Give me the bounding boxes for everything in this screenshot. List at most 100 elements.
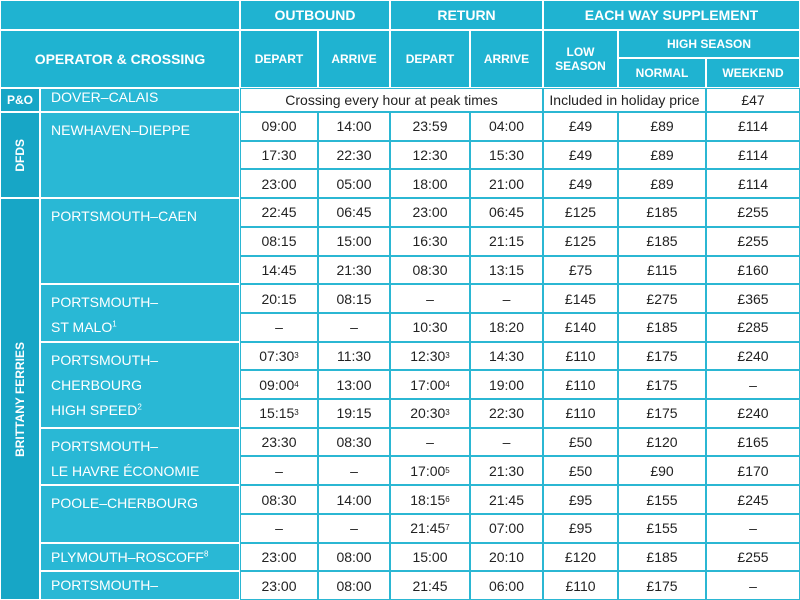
header-text: ARRIVE bbox=[483, 52, 530, 66]
route-line: PORTSMOUTH– bbox=[51, 348, 158, 373]
data-cell: £50 bbox=[543, 456, 618, 486]
data-cell: 08:30 bbox=[240, 485, 318, 514]
data-cell: £285 bbox=[706, 312, 800, 342]
cell-text: £114 bbox=[737, 147, 769, 164]
data-cell: 21:15 bbox=[470, 226, 543, 256]
route-name: HIGH SPEED bbox=[51, 401, 138, 418]
data-cell: £49 bbox=[543, 169, 618, 199]
data-cell: £140 bbox=[543, 312, 618, 342]
cell-text: 22:45 bbox=[261, 204, 297, 221]
data-cell: £175 bbox=[618, 341, 706, 371]
cell-text: £110 bbox=[565, 347, 596, 364]
data-cell: 09:00 4 bbox=[240, 370, 318, 400]
cell-text: 10:30 bbox=[412, 319, 448, 336]
cell-text: 18:20 bbox=[488, 319, 525, 336]
operator-name: DFDS bbox=[13, 138, 27, 172]
route-line: POOLE–CHERBOURG bbox=[51, 491, 198, 516]
data-cell: £89 bbox=[618, 140, 706, 170]
data-cell: £255 bbox=[706, 226, 800, 256]
cell-text: 20:30 bbox=[410, 405, 446, 422]
cell-text: – bbox=[426, 434, 434, 451]
data-cell: 05:00 bbox=[318, 169, 390, 199]
cell-text: 23:00 bbox=[261, 548, 297, 565]
data-cell: £95 bbox=[543, 485, 618, 514]
route-name: PORTSMOUTH–CHERBOURG bbox=[51, 577, 159, 594]
data-cell: £245 bbox=[706, 485, 800, 514]
data-cell: £255 bbox=[706, 198, 800, 227]
route-line: PLYMOUTH–ROSCOFF8 bbox=[51, 545, 208, 570]
route-line: ST MALO1 bbox=[51, 315, 117, 340]
data-cell: 22:30 bbox=[470, 399, 543, 428]
data-cell: 08:30 bbox=[390, 255, 470, 285]
cell-text: 19:00 bbox=[488, 376, 525, 393]
data-cell: £120 bbox=[543, 542, 618, 572]
data-cell: 22:30 bbox=[318, 140, 390, 170]
cell-text: Crossing every hour at peak times bbox=[285, 92, 498, 108]
data-cell: 14:45 bbox=[240, 255, 318, 285]
data-cell: £110 bbox=[543, 341, 618, 371]
data-cell: £125 bbox=[543, 226, 618, 256]
data-cell: £155 bbox=[618, 485, 706, 514]
route-name: POOLE–CHERBOURG bbox=[51, 495, 199, 512]
data-cell: 18:00 bbox=[390, 169, 470, 199]
cell-text: £155 bbox=[646, 520, 678, 537]
data-cell: – bbox=[706, 513, 800, 543]
data-cell: 20:15 bbox=[240, 284, 318, 313]
cell-text: £95 bbox=[568, 520, 593, 537]
cell-text: 08:00 bbox=[336, 548, 372, 565]
data-cell: £185 bbox=[618, 226, 706, 256]
cell-text: 22:30 bbox=[336, 147, 372, 164]
data-cell: 14:00 bbox=[318, 112, 390, 141]
data-cell: 14:30 bbox=[470, 341, 543, 371]
data-cell: £90 bbox=[618, 456, 706, 486]
cell-text: 15:00 bbox=[336, 233, 372, 250]
cell-text: 23:30 bbox=[261, 434, 297, 451]
route-line: CHERBOURG bbox=[51, 373, 142, 398]
cell-text: – bbox=[749, 376, 757, 393]
cell-text: 17:00 bbox=[410, 376, 446, 393]
data-cell: – bbox=[240, 312, 318, 342]
data-cell: 13:15 bbox=[470, 255, 543, 285]
header-text: DEPART bbox=[405, 52, 455, 66]
header-cell: OPERATOR & CROSSING bbox=[0, 30, 240, 88]
header-cell: HIGH SEASON bbox=[618, 30, 800, 58]
data-cell: £75 bbox=[543, 255, 618, 285]
cell-text: – bbox=[502, 434, 511, 451]
route-cell: PORTSMOUTH– ST MALO1 bbox=[40, 284, 240, 342]
route-name: ST MALO bbox=[51, 319, 113, 336]
data-cell: £110 bbox=[543, 399, 618, 428]
cell-text: 08:30 bbox=[261, 491, 297, 508]
data-cell: £175 bbox=[618, 399, 706, 428]
cell-text: 18:15 bbox=[410, 491, 446, 508]
cell-text: 23:59 bbox=[412, 118, 448, 135]
cell-text: 13:00 bbox=[336, 376, 372, 393]
route-cell: NEWHAVEN–DIEPPE bbox=[40, 112, 240, 199]
data-cell: 12:30 bbox=[390, 140, 470, 170]
cell-text: £255 bbox=[737, 204, 769, 221]
cell-text: 21:30 bbox=[336, 261, 372, 278]
data-cell: 07:30 3 bbox=[240, 341, 318, 371]
data-cell: 08:00 bbox=[318, 542, 390, 572]
header-cell: ARRIVE bbox=[470, 30, 543, 88]
data-cell: 06:45 bbox=[470, 198, 543, 227]
data-cell: £155 bbox=[618, 513, 706, 543]
cell-text: 12:30 bbox=[412, 147, 448, 164]
cell-text: £49 bbox=[568, 147, 593, 164]
cell-text: £275 bbox=[646, 290, 678, 307]
data-cell: £125 bbox=[543, 198, 618, 227]
route-line: PORTSMOUTH– bbox=[51, 434, 158, 459]
data-cell: £49 bbox=[543, 140, 618, 170]
header-cell: DEPART bbox=[390, 30, 470, 88]
data-cell: 17:00 4 bbox=[390, 370, 470, 400]
data-cell: £89 bbox=[618, 169, 706, 199]
data-cell: 09:00 bbox=[240, 112, 318, 141]
data-cell: £175 bbox=[618, 370, 706, 400]
cell-text: £115 bbox=[646, 261, 678, 278]
cell-text: £125 bbox=[564, 204, 597, 221]
data-cell: – bbox=[390, 284, 470, 313]
data-cell: 08:30 bbox=[318, 427, 390, 457]
cell-text: 16:30 bbox=[412, 233, 448, 250]
cell-text: £47 bbox=[741, 92, 765, 108]
cell-text: £245 bbox=[737, 491, 769, 508]
